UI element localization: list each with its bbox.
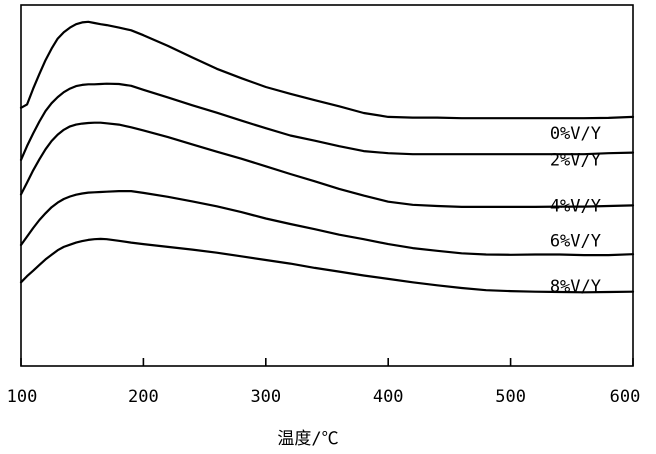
x-tick-label-200: 200 [128, 387, 159, 407]
x-tick-label-500: 500 [495, 387, 526, 407]
series-label-2: 4%V/Y [550, 196, 601, 216]
series-line-0 [19, 20, 635, 120]
x-tick-label-400: 400 [373, 387, 404, 407]
series-label-3: 6%V/Y [550, 231, 601, 251]
x-tick-label-300: 300 [250, 387, 281, 407]
series-label-4: 8%V/Y [550, 277, 601, 297]
x-tick-label-600: 600 [610, 387, 641, 407]
series-line-4 [19, 237, 635, 294]
series-label-1: 2%V/Y [550, 150, 601, 170]
series-line-3 [19, 190, 635, 257]
series-line-2 [19, 121, 635, 208]
x-tick-label-100: 100 [7, 387, 38, 407]
series-line-1 [19, 82, 635, 161]
series-label-0: 0%V/Y [550, 124, 601, 144]
x-axis-label: 温度/℃ [277, 429, 338, 449]
x-axis-ticks [20, 358, 634, 366]
plot-frame [20, 4, 634, 367]
x-axis-tick-labels: 100 200 300 400 500 600 [7, 387, 641, 407]
series-labels: 0%V/Y 2%V/Y 4%V/Y 6%V/Y 8%V/Y [550, 124, 601, 297]
series-curves [19, 20, 635, 294]
